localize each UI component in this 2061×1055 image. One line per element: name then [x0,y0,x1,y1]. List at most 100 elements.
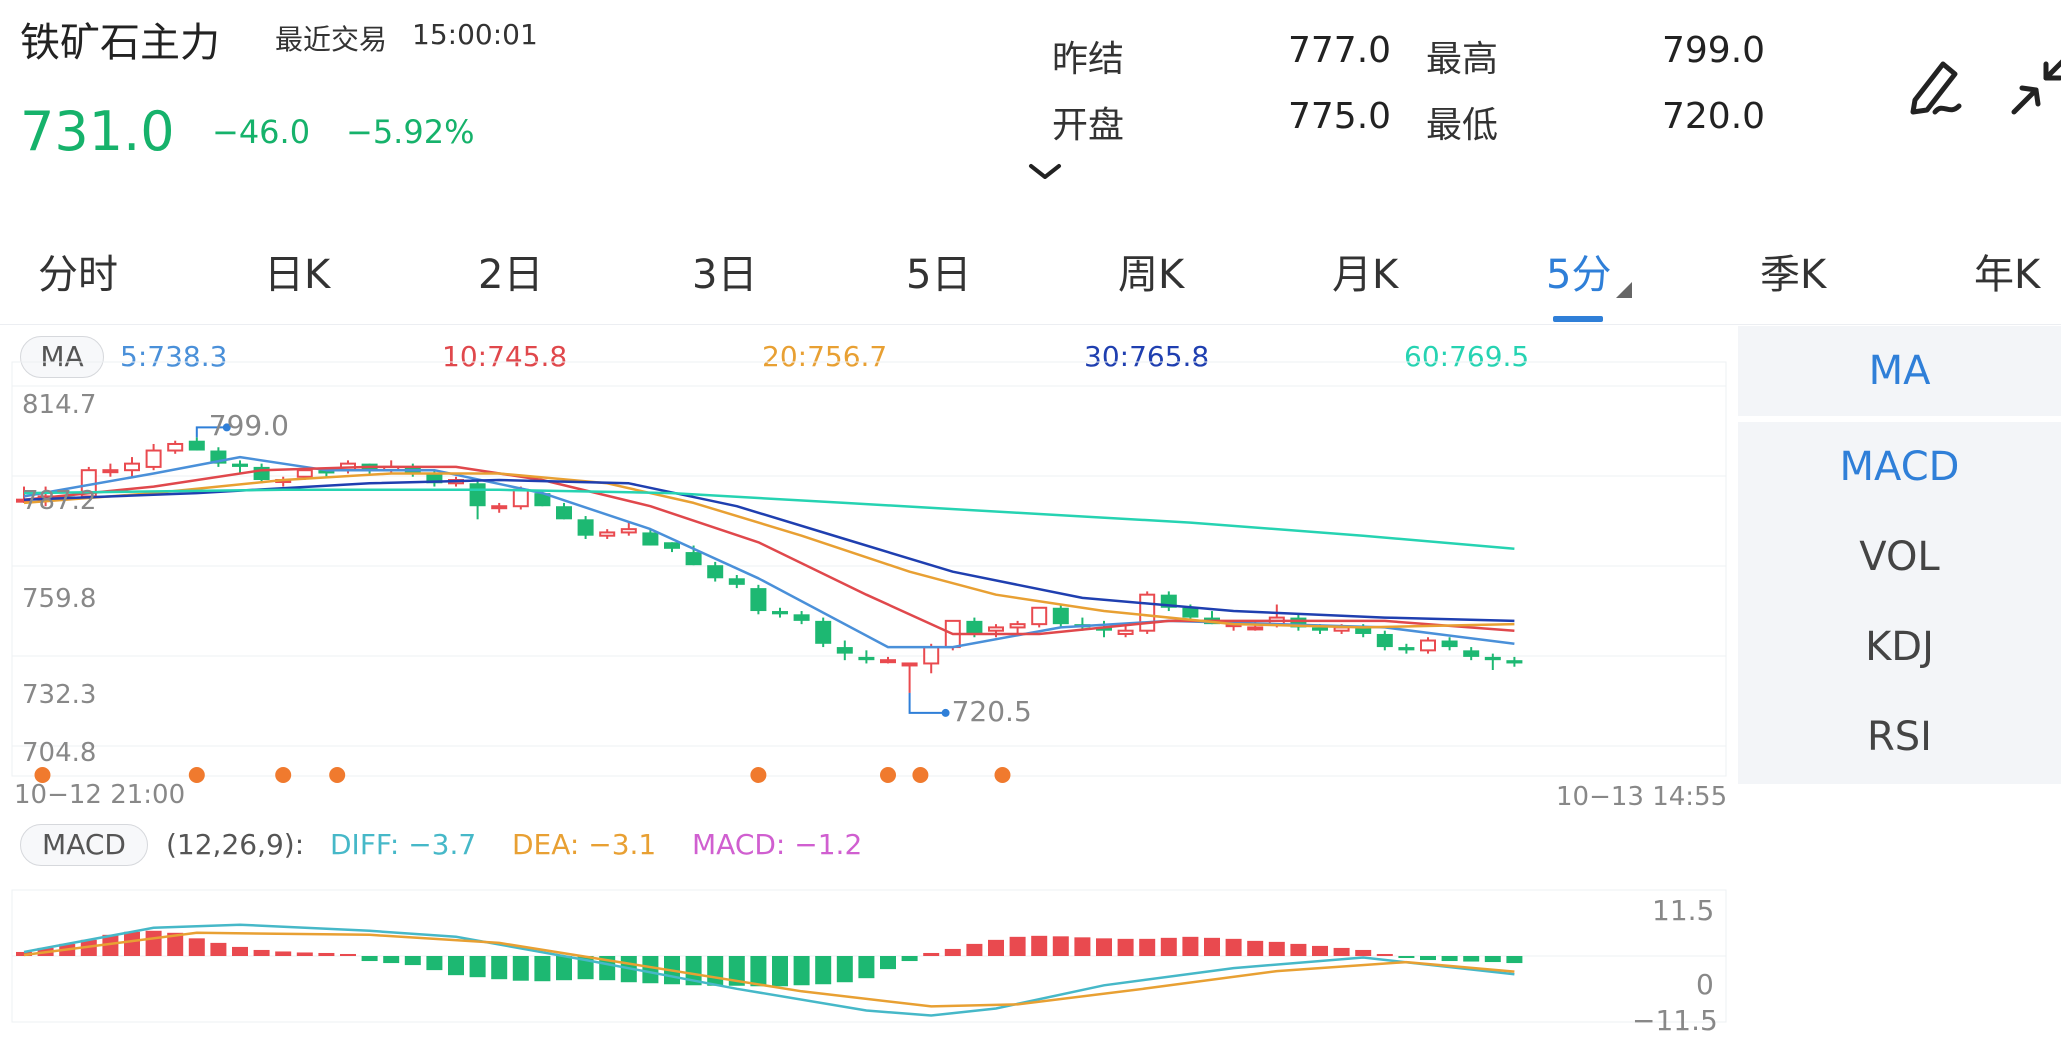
macd-bar [1441,956,1458,962]
candle-body [815,620,832,644]
candle-body [901,662,918,667]
last-trade-label: 最近交易 [275,23,388,56]
macd-diff-legend: DIFF: −3.7 [330,828,477,861]
candle-body [1463,650,1480,657]
candle-body [1182,607,1199,618]
candle-body [793,614,810,621]
indicator-ma-button[interactable]: MA [1868,348,1931,394]
macd-chart[interactable]: MACD (12,26,9): DIFF: −3.7 DEA: −3.1 MAC… [0,820,1738,1055]
tab-5day[interactable]: 5日 [906,252,972,298]
plot-frame [11,361,1727,777]
macd-dea-legend: DEA: −3.1 [512,828,657,861]
ma30-legend: 30:765.8 [1084,340,1210,373]
candle-body [469,483,486,507]
macd-bar [1355,949,1372,956]
tab-monthly[interactable]: 月K [1332,252,1399,298]
low-label: 最低 [1426,105,1499,146]
tab-5min[interactable]: 5分 [1546,252,1612,298]
candle-body [599,531,616,537]
tab-2day[interactable]: 2日 [478,252,544,298]
quote-header: 铁矿石主力 最近交易 15:00:01 731.0 −46.0 −5.92% 昨… [0,0,2061,190]
macd-bar [534,956,551,982]
ma-line-ma60 [23,488,1515,551]
macd-bar [901,956,918,962]
macd-bar [1009,936,1026,956]
indicator-macd-button[interactable]: MACD [1839,444,1960,490]
macd-plot [11,889,1727,1023]
macd-legend-badge[interactable]: MACD [20,824,148,866]
candle-body [707,565,724,579]
ma60-legend: 60:769.5 [1404,340,1530,373]
macd-bar [1420,956,1436,961]
macd-bar [772,956,788,987]
candlestick-chart[interactable]: MA 5:738.3 10:745.8 20:756.7 30:765.8 60… [0,326,1738,812]
indicator-rsi-button[interactable]: RSI [1867,714,1932,760]
low-marker-dot [941,708,950,717]
candle-body [642,532,659,546]
pen-drawing-icon[interactable] [1905,56,1963,118]
tab-intraday[interactable]: 分时 [38,252,118,298]
macd-bar [1031,935,1048,956]
macd-bar [167,932,184,956]
macd-bar [858,956,875,979]
candle-body [1441,640,1458,648]
chevron-down-icon[interactable] [1028,160,1062,184]
macd-diff-line [23,923,1515,1017]
macd-bar [275,951,292,956]
last-trade-time: 15:00:01 [412,18,538,51]
candle-body [577,519,594,536]
period-tabs: 分时 日K 2日 3日 5日 周K 月K 5分 季K 年K [0,230,2061,325]
macd-bar [1247,940,1264,956]
candle-body [1484,656,1501,661]
indicator-vol-button[interactable]: VOL [1859,534,1940,580]
macd-bar [728,956,745,986]
tab-weekly[interactable]: 周K [1118,252,1185,298]
tab-3day[interactable]: 3日 [692,252,758,298]
event-dot [912,767,929,783]
prev-settle-value: 777.0 [1288,30,1392,71]
indicator-kdj-button[interactable]: KDJ [1865,624,1934,670]
macd-bar [1204,937,1220,956]
candle-body [167,442,184,452]
y-tick-label: 732.3 [22,680,97,710]
candle-body [556,506,572,520]
candle-body [923,646,940,665]
macd-bar [383,956,400,964]
candle-body [534,493,551,507]
tab-quarterly[interactable]: 季K [1760,252,1827,298]
dropdown-triangle-icon[interactable] [1616,282,1632,298]
macd-bar [188,938,205,956]
candle-body [1312,627,1328,631]
tab-daily[interactable]: 日K [264,252,331,298]
macd-y-tick-label: 11.5 [1652,894,1715,927]
ma10-legend: 10:745.8 [442,340,568,373]
macd-bar [642,956,659,984]
ma20-legend: 20:756.7 [762,340,888,373]
candle-body [1290,617,1307,628]
candle-body [1398,647,1415,651]
candle-body [664,542,680,549]
macd-bar [361,956,378,962]
event-dot [994,767,1011,783]
event-dot [188,767,205,783]
high-label: 最高 [1426,39,1499,80]
event-dot [329,767,346,783]
ma-legend-badge[interactable]: MA [20,336,104,378]
collapse-arrows-icon[interactable] [2008,56,2061,118]
price-change: −46.0 [212,113,311,151]
tab-yearly[interactable]: 年K [1974,252,2041,298]
macd-bar [966,943,983,956]
candle-body [491,505,508,510]
open-value: 775.0 [1288,96,1392,137]
candle-body [858,656,875,661]
macd-bar [1052,936,1069,956]
macd-bar [685,956,702,986]
macd-bar [815,956,832,985]
macd-bar [253,949,270,956]
candle-body [836,647,853,654]
macd-bar [210,942,227,956]
ma-line-ma30 [23,478,1515,623]
candle-body [1376,633,1393,648]
ma-line-ma20 [23,472,1515,629]
macd-dea-line [23,931,1515,1008]
